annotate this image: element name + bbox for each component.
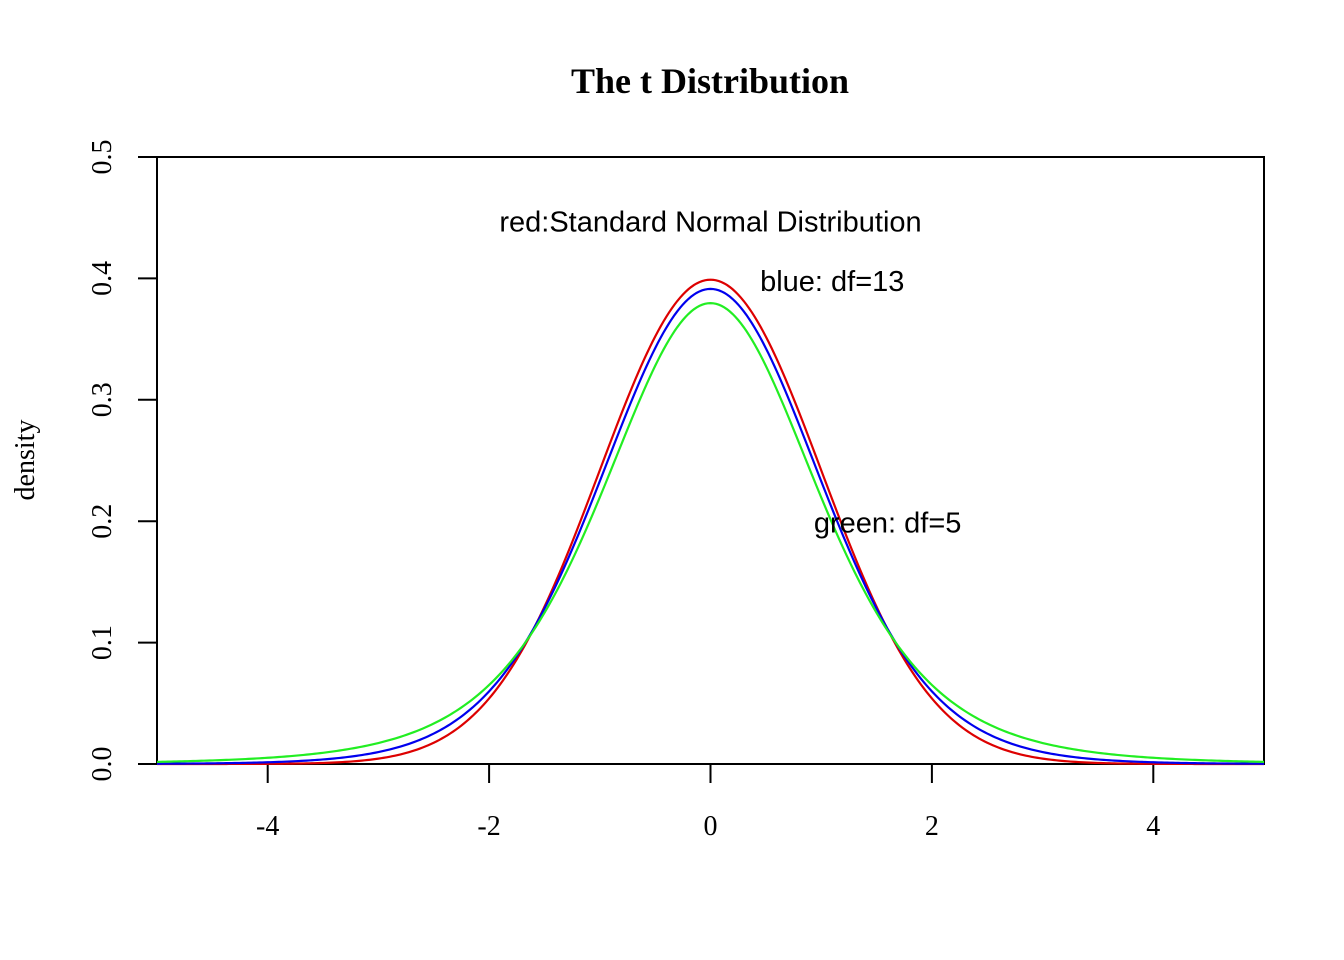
y-axis: 0.0 0.1 0.2 0.3 0.4 0.5 [87, 140, 157, 782]
y-axis-label: density [10, 420, 41, 501]
y-tick-label: 0.2 [87, 504, 118, 539]
chart-title: The t Distribution [571, 61, 849, 101]
x-tick-label: 0 [704, 811, 718, 842]
x-tick-label: -2 [477, 811, 500, 842]
y-tick-label: 0.0 [87, 747, 118, 782]
series-line-normal [157, 278, 1264, 766]
y-tick-label: 0.1 [87, 625, 118, 660]
annotation-label: blue: df=13 [760, 266, 904, 298]
x-tick-label: -4 [256, 811, 279, 842]
annotation-label: green: df=5 [814, 507, 962, 539]
y-tick-label: 0.4 [87, 261, 118, 296]
y-tick-label: 0.3 [87, 382, 118, 417]
series-layer [156, 278, 1265, 766]
x-axis: -4 -2 0 2 4 [256, 764, 1160, 842]
y-tick-label: 0.5 [87, 140, 118, 175]
annotation-label: red:Standard Normal Distribution [499, 206, 921, 238]
annotation-layer: red:Standard Normal Distribution blue: df… [499, 206, 961, 539]
x-tick-label: 2 [925, 811, 939, 842]
series-line-t-df5 [156, 302, 1265, 763]
series-line-t-df13 [156, 287, 1265, 765]
x-tick-label: 4 [1146, 811, 1160, 842]
